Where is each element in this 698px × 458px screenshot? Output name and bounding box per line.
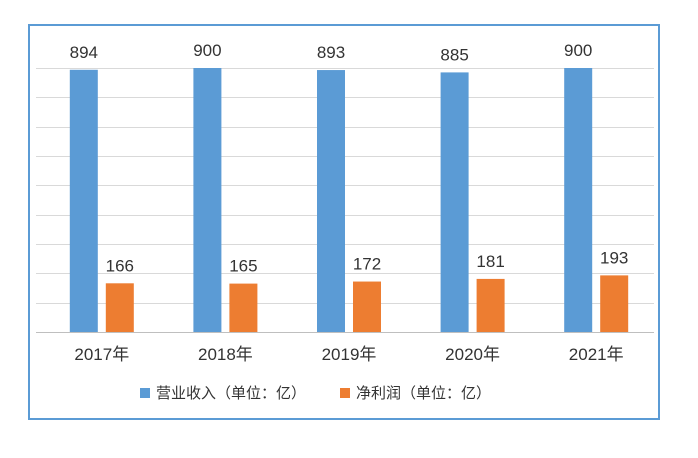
legend-swatch-net-profit bbox=[340, 388, 350, 398]
bar-revenue-2 bbox=[317, 70, 345, 332]
bar-revenue-3 bbox=[440, 72, 469, 333]
bar-net-profit-4 bbox=[600, 275, 629, 332]
data-label-net-profit-0: 166 bbox=[106, 256, 134, 275]
data-label-net-profit-2: 172 bbox=[353, 255, 381, 274]
x-tick-label: 2019年 bbox=[322, 345, 377, 364]
data-label-revenue-1: 900 bbox=[193, 41, 221, 60]
data-label-net-profit-3: 181 bbox=[476, 252, 504, 271]
chart-svg: 894 166 2017年 900 165 2018年 893 172 2019年 885 181 2… bbox=[36, 41, 654, 402]
x-tick-label: 2021年 bbox=[569, 345, 624, 364]
data-label-net-profit-4: 193 bbox=[600, 248, 628, 267]
chart-frame: 894 166 2017年 900 165 2018年 893 172 2019年 885 181 2… bbox=[28, 24, 660, 420]
x-tick-label: 2017年 bbox=[74, 345, 129, 364]
bar-net-profit-2 bbox=[353, 281, 381, 332]
data-label-revenue-2: 893 bbox=[317, 43, 345, 62]
data-label-revenue-4: 900 bbox=[564, 41, 592, 60]
data-label-revenue-3: 885 bbox=[440, 45, 468, 64]
data-label-net-profit-1: 165 bbox=[229, 257, 257, 276]
bar-revenue-0 bbox=[69, 69, 98, 332]
x-tick-label: 2020年 bbox=[445, 345, 500, 364]
bar-net-profit-3 bbox=[476, 278, 505, 332]
legend-swatch-revenue bbox=[140, 388, 150, 398]
data-label-revenue-0: 894 bbox=[70, 43, 98, 62]
bar-net-profit-0 bbox=[105, 283, 134, 332]
bar-revenue-1 bbox=[193, 68, 222, 332]
bar-revenue-4 bbox=[564, 68, 593, 332]
legend-label-net-profit: 净利润（单位：亿） bbox=[356, 384, 491, 402]
x-tick-label: 2018年 bbox=[198, 345, 253, 364]
legend-label-revenue: 营业收入（单位：亿） bbox=[156, 384, 306, 402]
bar-net-profit-1 bbox=[229, 283, 258, 332]
